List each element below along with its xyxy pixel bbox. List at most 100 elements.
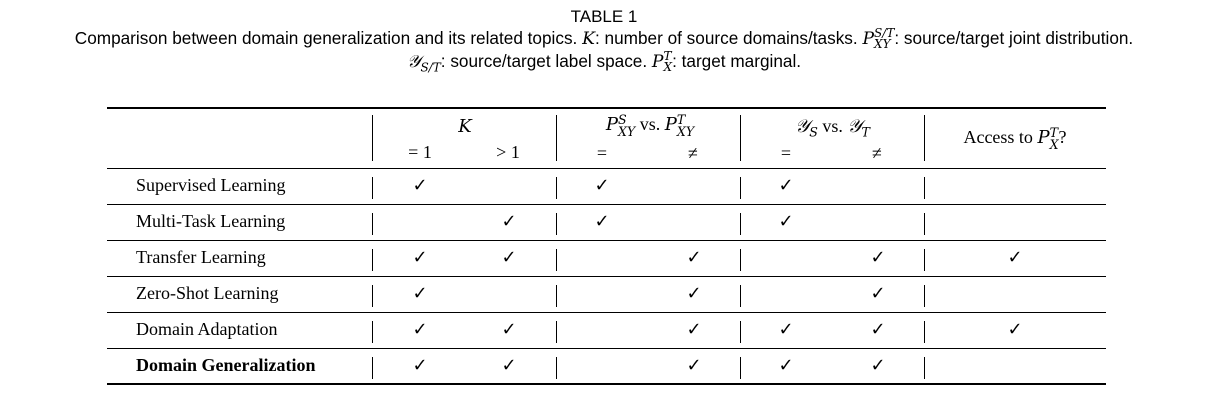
header-y-source-sub: S	[809, 124, 818, 140]
header-y-target: 𝒴	[847, 116, 862, 137]
caption-text: Comparison between domain generalization…	[74, 28, 578, 48]
bottom-rule	[107, 383, 1106, 385]
checkmark-icon: ✓	[412, 247, 428, 268]
header-p-source: P	[605, 114, 618, 136]
header-y-neq: ≠	[872, 143, 882, 163]
row-label: Domain Adaptation	[136, 319, 278, 339]
header-k: K	[458, 116, 472, 137]
checkmark-icon: ✓	[778, 319, 794, 340]
header-p-eq: =	[596, 143, 608, 163]
checkmark-icon: ✓	[778, 175, 794, 196]
column-separator	[740, 321, 741, 343]
column-separator	[372, 321, 373, 343]
header-y-vs: vs.	[822, 116, 843, 136]
checkmark-icon: ✓	[686, 247, 702, 268]
header-access-q: ?	[1058, 127, 1067, 148]
header-y-source: 𝒴	[795, 116, 810, 137]
column-separator	[924, 115, 925, 161]
column-separator	[924, 357, 925, 379]
header-p-source-sub: XY	[617, 123, 636, 139]
column-separator	[556, 177, 557, 199]
caption-text: : source/target joint distribution.	[894, 28, 1134, 48]
checkmark-icon: ✓	[778, 211, 794, 232]
column-separator	[556, 357, 557, 379]
column-separator	[924, 321, 925, 343]
checkmark-icon: ✓	[870, 283, 886, 304]
column-separator	[372, 115, 373, 161]
column-separator	[740, 249, 741, 271]
header-access-sup: T	[1049, 125, 1058, 140]
row-label: Transfer Learning	[136, 247, 266, 267]
checkmark-icon: ✓	[501, 319, 517, 340]
column-separator	[372, 285, 373, 307]
row-label: Domain Generalization	[136, 355, 316, 375]
caption-y-subscript: S/T	[420, 60, 441, 75]
checkmark-icon: ✓	[686, 319, 702, 340]
column-separator	[556, 249, 557, 271]
checkmark-icon: ✓	[594, 175, 610, 196]
checkmark-icon: ✓	[686, 283, 702, 304]
caption-p-scripts: S/T XY	[874, 27, 894, 52]
header-p-target-sup: T	[676, 112, 686, 127]
top-rule	[107, 107, 1106, 109]
checkmark-icon: ✓	[412, 355, 428, 376]
column-separator	[924, 249, 925, 271]
caption-y-symbol: 𝒴	[406, 52, 421, 72]
header-access: Access to P T X?	[935, 125, 1095, 152]
column-separator	[924, 285, 925, 307]
header-access-p: P	[1037, 127, 1050, 149]
checkmark-icon: ✓	[870, 247, 886, 268]
column-separator	[372, 357, 373, 379]
header-p-compare: P S XY vs. P T XY	[565, 112, 735, 139]
row-label: Supervised Learning	[136, 175, 286, 195]
column-separator	[740, 177, 741, 199]
row-rule	[107, 204, 1106, 205]
checkmark-icon: ✓	[870, 355, 886, 376]
checkmark-icon: ✓	[1007, 247, 1023, 268]
column-separator	[556, 115, 557, 161]
row-label: Zero-Shot Learning	[136, 283, 279, 303]
header-rule	[107, 168, 1106, 169]
caption-p-subscript: XY	[874, 37, 891, 52]
header-access-sub: X	[1049, 136, 1059, 152]
header-p-target-sub: XY	[676, 123, 695, 139]
column-separator	[740, 115, 741, 161]
caption-title: TABLE 1	[570, 7, 638, 26]
checkmark-icon: ✓	[412, 175, 428, 196]
caption-text: : number of source domains/tasks.	[594, 28, 858, 48]
header-k-gt1-text: > 1	[496, 142, 520, 162]
header-y-target-sub: T	[861, 124, 870, 140]
checkmark-icon: ✓	[1007, 319, 1023, 340]
header-p-target-scripts: T XY	[676, 112, 695, 139]
row-rule	[107, 276, 1106, 277]
caption-k-symbol: K	[582, 29, 595, 49]
row-rule	[107, 348, 1106, 349]
header-p-target: P	[664, 114, 677, 136]
checkmark-icon: ✓	[686, 355, 702, 376]
header-p-vs: vs.	[639, 114, 661, 135]
caption-text: : target marginal.	[672, 51, 802, 71]
checkmark-icon: ✓	[870, 319, 886, 340]
column-separator	[556, 321, 557, 343]
caption-px-symbol: P	[651, 52, 664, 72]
checkmark-icon: ✓	[412, 319, 428, 340]
column-separator	[924, 213, 925, 235]
caption-p-symbol: P	[862, 29, 875, 49]
checkmark-icon: ✓	[501, 211, 517, 232]
column-separator	[556, 213, 557, 235]
header-p-source-scripts: S XY	[617, 113, 636, 139]
header-p-neq: ≠	[688, 143, 698, 163]
caption-text: : source/target label space.	[440, 51, 648, 71]
column-separator	[372, 213, 373, 235]
column-separator	[740, 357, 741, 379]
checkmark-icon: ✓	[412, 283, 428, 304]
column-separator	[372, 177, 373, 199]
row-rule	[107, 240, 1106, 241]
checkmark-icon: ✓	[501, 355, 517, 376]
row-label: Multi-Task Learning	[136, 211, 286, 231]
header-y-compare: 𝒴S vs. 𝒴T	[745, 116, 920, 140]
checkmark-icon: ✓	[501, 247, 517, 268]
